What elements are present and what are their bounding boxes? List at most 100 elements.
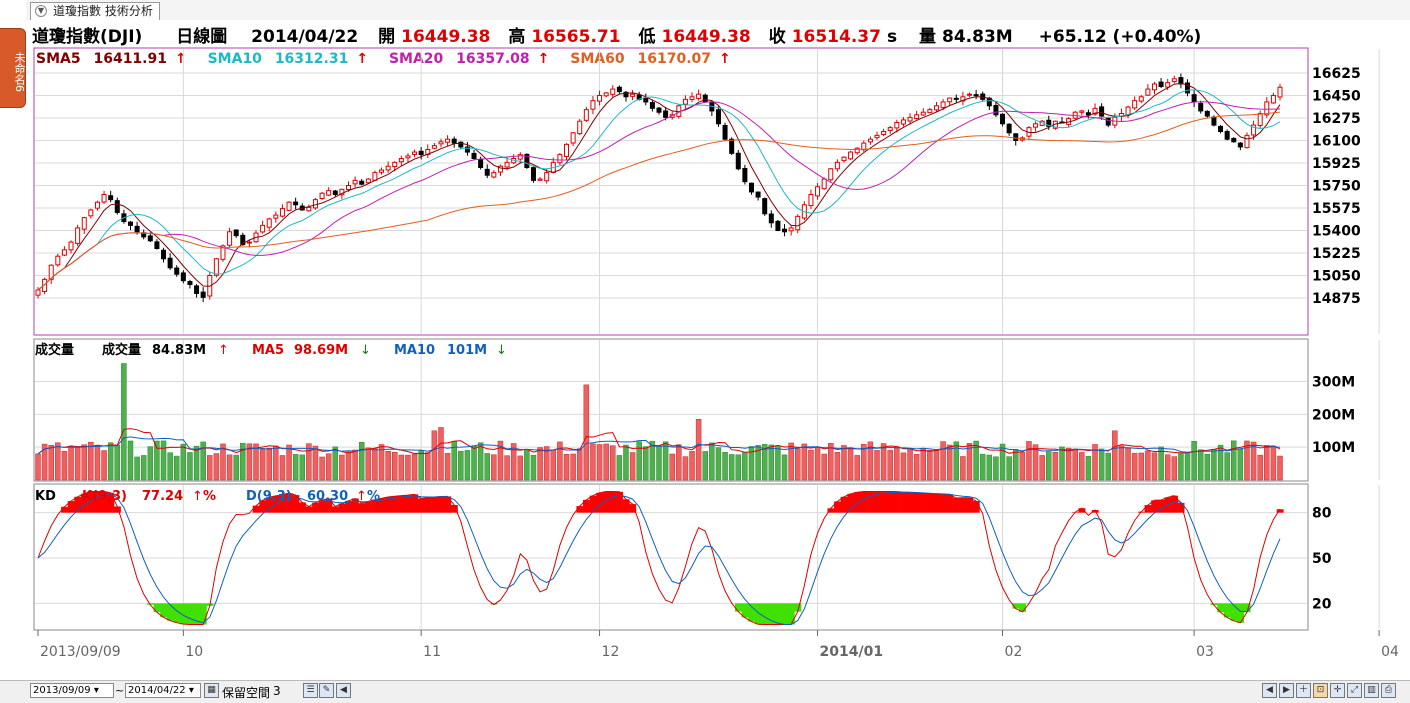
candle-body <box>1171 78 1177 82</box>
candle-body <box>167 257 173 269</box>
volume-value: 84.83M <box>942 27 1013 47</box>
volume-bar <box>154 440 160 481</box>
kd-overbought-fill <box>378 498 386 513</box>
kd-tick-label: 20 <box>1312 596 1332 612</box>
calendar-icon[interactable]: ▦ <box>204 683 219 698</box>
candle-body <box>319 192 325 200</box>
to-date-select[interactable]: 2014/04/22 ▾ <box>125 683 201 698</box>
candle-body <box>748 182 754 193</box>
price-tick-label: 16625 <box>1312 66 1361 82</box>
kd-oversold-fill <box>741 603 749 618</box>
volume-bar <box>1039 455 1045 481</box>
candle-body <box>722 125 728 140</box>
fit-icon[interactable]: ⤢ <box>1347 683 1362 698</box>
price-panel <box>35 73 1283 303</box>
volume-bar <box>1184 452 1191 481</box>
chart-tab[interactable]: ▼ 道瓊指數 技術分析 <box>30 2 160 20</box>
volume-bar <box>319 456 325 481</box>
candle-body <box>412 151 418 155</box>
scroll-left-button[interactable]: ◀ <box>1262 683 1277 698</box>
volume-bar <box>728 454 735 481</box>
candle-body <box>834 161 840 170</box>
kd-oversold-fill <box>748 603 756 622</box>
candle-body <box>570 132 576 144</box>
volume-bar <box>861 443 867 481</box>
volume-bar <box>649 440 656 481</box>
side-tab-untitled[interactable]: 未命名6 <box>0 28 26 108</box>
price-tick-label: 14875 <box>1312 291 1361 307</box>
from-date-select[interactable]: 2013/09/09 ▾ <box>30 683 114 698</box>
candle-body <box>293 201 299 206</box>
x-tick-label: 02 <box>1005 644 1023 660</box>
candle-body <box>610 88 616 95</box>
zoom-icon[interactable]: ☰ <box>303 683 318 698</box>
candle-body <box>993 105 999 116</box>
candle-body <box>564 143 570 157</box>
volume-bar <box>761 444 768 481</box>
kd-oversold-fill <box>186 603 194 625</box>
kd-oversold-fill <box>1019 603 1026 612</box>
volume-bar <box>246 443 253 481</box>
sma20-line <box>37 101 1281 291</box>
volume-bar <box>841 445 847 481</box>
volume-bar <box>576 448 583 481</box>
candle-body <box>42 278 48 293</box>
volume-bar <box>1151 452 1158 481</box>
volume-bar <box>966 443 973 481</box>
volume-bar <box>220 443 226 481</box>
kd-overbought-fill <box>67 501 75 513</box>
kd-overbought-fill <box>345 500 353 513</box>
close-label: 收 <box>768 27 786 47</box>
kd-overbought-fill <box>391 496 399 513</box>
candle-body <box>312 199 318 209</box>
print-icon[interactable]: ⎙ <box>1381 683 1396 698</box>
grid-icon[interactable]: ▥ <box>1364 683 1379 698</box>
candle-body <box>841 156 847 162</box>
candle-body <box>821 178 827 190</box>
volume-bar <box>913 453 920 481</box>
chevron-down-icon[interactable]: ▼ <box>35 5 47 17</box>
volume-bar <box>973 440 979 481</box>
volume-bar <box>735 454 742 481</box>
kd-overbought-fill <box>847 493 855 513</box>
brush-icon[interactable]: ✎ <box>319 683 334 698</box>
crosshair-icon[interactable]: ✛ <box>1330 683 1345 698</box>
volume-bar <box>81 444 87 481</box>
chart-canvas[interactable]: 2013/09/09 10 11 12 2014/01 02 03 04 16625 16450 1… <box>0 0 1410 680</box>
x-tick-label: 10 <box>185 644 203 660</box>
candle-body <box>900 119 906 125</box>
kd-overbought-fill <box>417 498 425 513</box>
kd-overbought-fill <box>358 503 366 513</box>
volume-bar <box>193 445 200 481</box>
kd-panel <box>37 491 1284 625</box>
volume-bar <box>1244 440 1250 481</box>
candle-body <box>445 138 451 143</box>
kd-oversold-fill <box>173 603 181 623</box>
zoom-in-icon[interactable]: ＋ <box>1296 683 1311 698</box>
scroll-left-icon[interactable]: ◀ <box>336 683 351 698</box>
reserve-space-value[interactable]: 3 <box>273 684 281 698</box>
candle-body <box>379 169 385 173</box>
kd-overbought-fill <box>860 491 868 513</box>
sma20-legend: SMA20 16357.08 ↑ <box>389 51 557 67</box>
volume-bar <box>1059 446 1065 481</box>
volume-bar <box>927 450 933 481</box>
candle-body <box>663 110 669 118</box>
volume-bar <box>425 452 431 481</box>
candle-body <box>577 120 583 135</box>
candle-body <box>240 234 246 246</box>
volume-bar <box>1006 456 1012 481</box>
kd-overbought-fill <box>424 497 432 513</box>
volume-bar <box>854 455 860 481</box>
volume-bar <box>1197 449 1204 481</box>
candle-body <box>907 116 913 122</box>
kd-oversold-fill <box>787 603 795 625</box>
kd-oversold-fill <box>153 603 161 613</box>
volume-bar <box>1112 430 1118 481</box>
cursor-icon[interactable]: ⊡ <box>1313 683 1328 698</box>
candle-body <box>180 272 186 282</box>
volume-bar <box>874 450 880 481</box>
kd-overbought-fill <box>946 494 954 513</box>
candle-body <box>127 221 133 226</box>
scroll-right-button[interactable]: ▶ <box>1279 683 1294 698</box>
